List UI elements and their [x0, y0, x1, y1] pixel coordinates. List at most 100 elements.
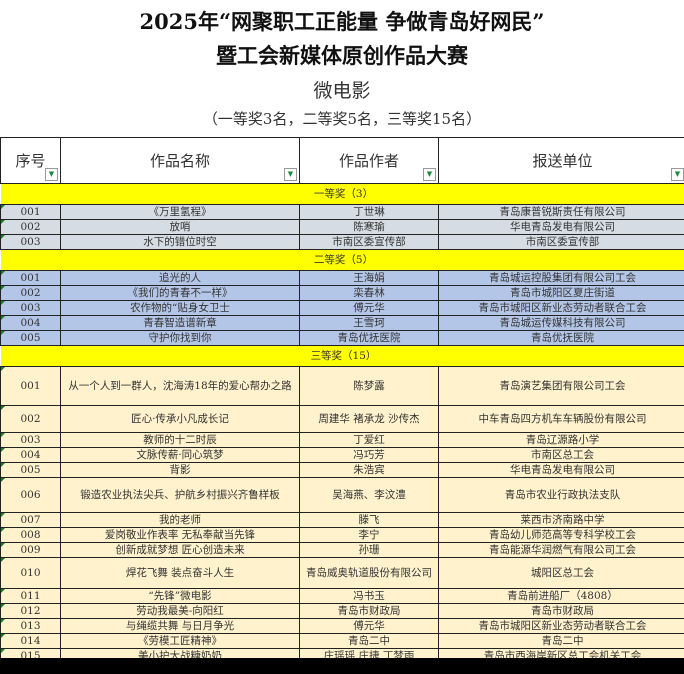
table-row[interactable]: 002 放哨 陈寒瑜 华电青岛发电有限公司 [0, 219, 684, 235]
filter-dropdown-icon[interactable]: ▼ [284, 168, 297, 181]
title-cell[interactable]: 创新成就梦想 匠心创造未来 [60, 542, 300, 558]
unit-cell[interactable]: 市南区总工会 [438, 447, 684, 463]
author-cell[interactable]: 孙珊 [299, 542, 439, 558]
title-cell[interactable]: 水下的错位时空 [60, 234, 300, 250]
filter-dropdown-icon[interactable]: ▼ [45, 168, 58, 181]
author-cell[interactable]: 傅元华 [299, 618, 439, 634]
author-cell[interactable]: 陈寒瑜 [299, 219, 439, 235]
table-row[interactable]: 011 “先锋”微电影 冯书玉 青岛前进船厂（4808） [0, 588, 684, 604]
table-row[interactable]: 002 《我们的青春不一样》 栾春林 青岛市城阳区夏庄街道 [0, 285, 684, 301]
serial-cell[interactable]: 004 [0, 315, 61, 331]
serial-cell[interactable]: 002 [0, 219, 61, 235]
table-row[interactable]: 002 匠心·传承小凡成长记 周建华 褚承龙 沙传杰 中车青岛四方机车车辆股份有限公司 [0, 405, 684, 433]
serial-cell[interactable]: 003 [0, 300, 61, 316]
title-cell[interactable]: “先锋”微电影 [60, 588, 300, 604]
author-cell[interactable]: 青岛威奥轨道股份有限公司 [299, 557, 439, 589]
unit-cell[interactable]: 中车青岛四方机车车辆股份有限公司 [438, 405, 684, 433]
author-cell[interactable]: 傅元华 [299, 300, 439, 316]
table-row[interactable]: 001 追光的人 王海娟 青岛城运控股集团有限公司工会 [0, 270, 684, 286]
table-row[interactable]: 005 守护你找到你 青岛优抚医院 青岛优抚医院 [0, 330, 684, 346]
table-row[interactable]: 007 我的老师 滕飞 莱西市济南路中学 [0, 512, 684, 528]
unit-cell[interactable]: 青岛市农业行政执法支队 [438, 477, 684, 513]
serial-cell[interactable]: 014 [0, 633, 61, 649]
title-cell[interactable]: 爱岗敬业作表率 无私奉献当先锋 [60, 527, 300, 543]
unit-cell[interactable]: 青岛辽源路小学 [438, 432, 684, 448]
unit-cell[interactable]: 华电青岛发电有限公司 [438, 462, 684, 478]
serial-cell[interactable]: 007 [0, 512, 61, 528]
serial-cell[interactable]: 001 [0, 204, 61, 220]
unit-cell[interactable]: 青岛能源华润燃气有限公司工会 [438, 542, 684, 558]
table-row[interactable]: 009 创新成就梦想 匠心创造未来 孙珊 青岛能源华润燃气有限公司工会 [0, 542, 684, 558]
table-row[interactable]: 004 文脉传薪·同心筑梦 冯巧芳 市南区总工会 [0, 447, 684, 463]
unit-cell[interactable]: 青岛幼儿师范高等专科学校工会 [438, 527, 684, 543]
serial-cell[interactable]: 009 [0, 542, 61, 558]
unit-cell[interactable]: 莱西市济南路中学 [438, 512, 684, 528]
table-row[interactable]: 006 锻造农业执法尖兵、护航乡村振兴齐鲁样板 吴海燕、李汶澧 青岛市农业行政执法支队 [0, 477, 684, 513]
serial-cell[interactable]: 010 [0, 557, 61, 589]
serial-cell[interactable]: 013 [0, 618, 61, 634]
author-cell[interactable]: 青岛市财政局 [299, 603, 439, 619]
title-cell[interactable]: 《劳模工匠精神》 [60, 633, 300, 649]
table-row[interactable]: 003 水下的错位时空 市南区委宣传部 市南区委宣传部 [0, 234, 684, 250]
unit-cell[interactable]: 青岛市城阳区夏庄街道 [438, 285, 684, 301]
unit-cell[interactable]: 青岛前进船厂（4808） [438, 588, 684, 604]
serial-cell[interactable]: 001 [0, 270, 61, 286]
author-cell[interactable]: 冯巧芳 [299, 447, 439, 463]
unit-cell[interactable]: 青岛优抚医院 [438, 330, 684, 346]
title-cell[interactable]: 匠心·传承小凡成长记 [60, 405, 300, 433]
table-row[interactable]: 003 农作物的“贴身女卫士 傅元华 青岛市城阳区新业态劳动者联合工会 [0, 300, 684, 316]
filter-dropdown-icon[interactable]: ▼ [423, 168, 436, 181]
serial-cell[interactable]: 003 [0, 234, 61, 250]
title-cell[interactable]: 我的老师 [60, 512, 300, 528]
title-cell[interactable]: 劳动我最美-向阳红 [60, 603, 300, 619]
author-cell[interactable]: 滕飞 [299, 512, 439, 528]
serial-cell[interactable]: 002 [0, 405, 61, 433]
title-cell[interactable]: 《我们的青春不一样》 [60, 285, 300, 301]
author-cell[interactable]: 李宁 [299, 527, 439, 543]
table-row[interactable]: 012 劳动我最美-向阳红 青岛市财政局 青岛市财政局 [0, 603, 684, 619]
author-cell[interactable]: 王雪珂 [299, 315, 439, 331]
table-row[interactable]: 014 《劳模工匠精神》 青岛二中 青岛二中 [0, 633, 684, 649]
table-row[interactable]: 004 青春智造谱新章 王雪珂 青岛城运传媒科技有限公司 [0, 315, 684, 331]
author-cell[interactable]: 市南区委宣传部 [299, 234, 439, 250]
serial-cell[interactable]: 005 [0, 462, 61, 478]
title-cell[interactable]: 锻造农业执法尖兵、护航乡村振兴齐鲁样板 [60, 477, 300, 513]
unit-cell[interactable]: 城阳区总工会 [438, 557, 684, 589]
serial-cell[interactable]: 012 [0, 603, 61, 619]
table-row[interactable]: 003 教师的十二时辰 丁爱红 青岛辽源路小学 [0, 432, 684, 448]
serial-cell[interactable]: 001 [0, 366, 61, 406]
author-cell[interactable]: 栾春林 [299, 285, 439, 301]
serial-cell[interactable]: 003 [0, 432, 61, 448]
title-cell[interactable]: 教师的十二时辰 [60, 432, 300, 448]
table-row[interactable]: 010 焊花飞舞 装点奋斗人生 青岛威奥轨道股份有限公司 城阳区总工会 [0, 557, 684, 589]
table-row[interactable]: 008 爱岗敬业作表率 无私奉献当先锋 李宁 青岛幼儿师范高等专科学校工会 [0, 527, 684, 543]
filter-dropdown-icon[interactable]: ▼ [671, 168, 684, 181]
author-cell[interactable]: 王海娟 [299, 270, 439, 286]
author-cell[interactable]: 吴海燕、李汶澧 [299, 477, 439, 513]
serial-cell[interactable]: 002 [0, 285, 61, 301]
unit-cell[interactable]: 青岛市城阳区新业态劳动者联合工会 [438, 618, 684, 634]
author-cell[interactable]: 周建华 褚承龙 沙传杰 [299, 405, 439, 433]
table-row[interactable]: 001 从一个人到一群人，沈海涛18年的爱心帮办之路 陈梦露 青岛演艺集团有限公司工会 [0, 366, 684, 406]
title-cell[interactable]: 青春智造谱新章 [60, 315, 300, 331]
title-cell[interactable]: 农作物的“贴身女卫士 [60, 300, 300, 316]
author-cell[interactable]: 丁爱红 [299, 432, 439, 448]
author-cell[interactable]: 陈梦露 [299, 366, 439, 406]
unit-cell[interactable]: 青岛城运控股集团有限公司工会 [438, 270, 684, 286]
table-row[interactable]: 013 与绳缆共舞 与日月争光 傅元华 青岛市城阳区新业态劳动者联合工会 [0, 618, 684, 634]
author-cell[interactable]: 冯书玉 [299, 588, 439, 604]
unit-cell[interactable]: 青岛康普锐斯责任有限公司 [438, 204, 684, 220]
title-cell[interactable]: 守护你找到你 [60, 330, 300, 346]
table-row[interactable]: 005 背影 朱浩宾 华电青岛发电有限公司 [0, 462, 684, 478]
unit-cell[interactable]: 青岛市财政局 [438, 603, 684, 619]
serial-cell[interactable]: 008 [0, 527, 61, 543]
author-cell[interactable]: 朱浩宾 [299, 462, 439, 478]
title-cell[interactable]: 焊花飞舞 装点奋斗人生 [60, 557, 300, 589]
serial-cell[interactable]: 011 [0, 588, 61, 604]
unit-cell[interactable]: 青岛城运传媒科技有限公司 [438, 315, 684, 331]
title-cell[interactable]: 从一个人到一群人，沈海涛18年的爱心帮办之路 [60, 366, 300, 406]
title-cell[interactable]: 背影 [60, 462, 300, 478]
author-cell[interactable]: 丁世琳 [299, 204, 439, 220]
unit-cell[interactable]: 青岛二中 [438, 633, 684, 649]
unit-cell[interactable]: 青岛演艺集团有限公司工会 [438, 366, 684, 406]
